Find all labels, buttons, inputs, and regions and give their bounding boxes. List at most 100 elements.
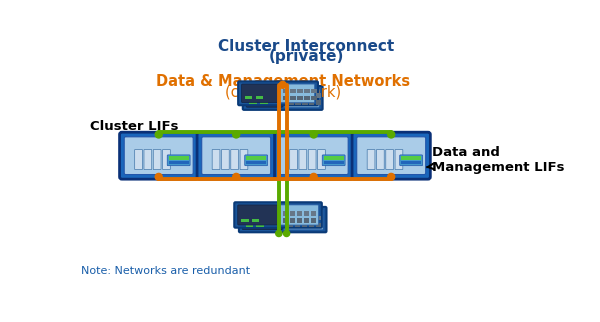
FancyBboxPatch shape	[400, 155, 422, 166]
Text: Cluster Interconnect: Cluster Interconnect	[218, 39, 394, 54]
Bar	[295, 93, 301, 98]
Bar	[245, 96, 253, 99]
FancyBboxPatch shape	[279, 205, 319, 225]
Bar	[302, 223, 307, 227]
FancyBboxPatch shape	[317, 149, 325, 170]
Bar	[324, 156, 344, 160]
Bar	[283, 89, 289, 93]
FancyBboxPatch shape	[144, 149, 152, 170]
Bar	[245, 223, 253, 226]
FancyBboxPatch shape	[202, 137, 271, 175]
FancyBboxPatch shape	[284, 89, 319, 107]
Bar	[241, 219, 248, 222]
Bar	[283, 218, 289, 223]
FancyBboxPatch shape	[124, 137, 193, 175]
Bar	[260, 101, 268, 104]
Bar	[311, 211, 316, 216]
Bar	[304, 218, 310, 223]
FancyBboxPatch shape	[245, 155, 268, 166]
Bar	[283, 96, 289, 100]
Bar	[309, 93, 314, 98]
Circle shape	[388, 131, 395, 138]
Bar	[308, 223, 314, 227]
FancyBboxPatch shape	[153, 149, 161, 170]
Bar	[246, 156, 266, 160]
FancyBboxPatch shape	[238, 205, 278, 225]
Text: Data & Management Networks: Data & Management Networks	[155, 74, 410, 89]
Bar	[298, 89, 303, 93]
Bar	[401, 156, 421, 160]
FancyBboxPatch shape	[221, 149, 229, 170]
Bar	[297, 211, 302, 216]
Circle shape	[155, 173, 162, 180]
Bar	[316, 223, 321, 227]
Bar	[304, 89, 310, 93]
Bar	[256, 223, 264, 226]
Bar	[316, 93, 322, 98]
Bar	[295, 100, 301, 105]
Bar	[311, 89, 317, 93]
Bar	[288, 216, 293, 220]
Bar	[316, 216, 321, 220]
Bar	[298, 96, 303, 100]
FancyBboxPatch shape	[290, 149, 298, 170]
Text: Cluster LIFs: Cluster LIFs	[91, 120, 179, 144]
Bar	[304, 211, 310, 216]
Text: (client network): (client network)	[224, 84, 341, 99]
Bar	[401, 161, 421, 164]
FancyBboxPatch shape	[242, 210, 283, 230]
FancyBboxPatch shape	[243, 86, 323, 110]
FancyBboxPatch shape	[367, 149, 375, 170]
Bar	[309, 100, 314, 105]
Bar	[324, 161, 344, 164]
FancyBboxPatch shape	[240, 149, 248, 170]
Bar	[169, 156, 188, 160]
Bar	[288, 223, 293, 227]
FancyBboxPatch shape	[395, 149, 403, 170]
FancyBboxPatch shape	[357, 137, 425, 175]
Bar	[311, 96, 317, 100]
Bar	[316, 100, 322, 105]
FancyBboxPatch shape	[376, 149, 384, 170]
FancyBboxPatch shape	[212, 149, 220, 170]
FancyBboxPatch shape	[386, 149, 394, 170]
FancyBboxPatch shape	[239, 207, 326, 232]
Bar	[308, 216, 314, 220]
FancyBboxPatch shape	[231, 149, 239, 170]
FancyBboxPatch shape	[234, 202, 322, 228]
Bar	[302, 216, 307, 220]
Bar	[302, 100, 308, 105]
FancyBboxPatch shape	[280, 84, 314, 102]
FancyBboxPatch shape	[242, 84, 278, 102]
Text: Data and
Management LIFs: Data and Management LIFs	[426, 146, 564, 174]
Bar	[290, 89, 296, 93]
Circle shape	[279, 81, 286, 88]
FancyBboxPatch shape	[352, 132, 430, 179]
Text: (private): (private)	[268, 49, 344, 64]
Bar	[311, 218, 316, 223]
FancyBboxPatch shape	[275, 132, 353, 179]
Bar	[252, 219, 259, 222]
Bar	[256, 96, 263, 99]
FancyBboxPatch shape	[134, 149, 142, 170]
FancyBboxPatch shape	[197, 132, 275, 179]
FancyBboxPatch shape	[308, 149, 316, 170]
FancyBboxPatch shape	[284, 210, 323, 230]
Circle shape	[276, 230, 282, 237]
Bar	[295, 216, 300, 220]
FancyBboxPatch shape	[279, 137, 348, 175]
Circle shape	[283, 230, 290, 237]
FancyBboxPatch shape	[163, 149, 170, 170]
Bar	[246, 161, 266, 164]
Bar	[290, 211, 295, 216]
Circle shape	[310, 173, 317, 180]
Circle shape	[388, 173, 395, 180]
Bar	[295, 223, 300, 227]
Bar	[290, 96, 296, 100]
Circle shape	[155, 131, 162, 138]
FancyBboxPatch shape	[322, 155, 345, 166]
Circle shape	[233, 173, 239, 180]
FancyBboxPatch shape	[238, 81, 318, 105]
Bar	[250, 101, 257, 104]
FancyBboxPatch shape	[167, 155, 190, 166]
